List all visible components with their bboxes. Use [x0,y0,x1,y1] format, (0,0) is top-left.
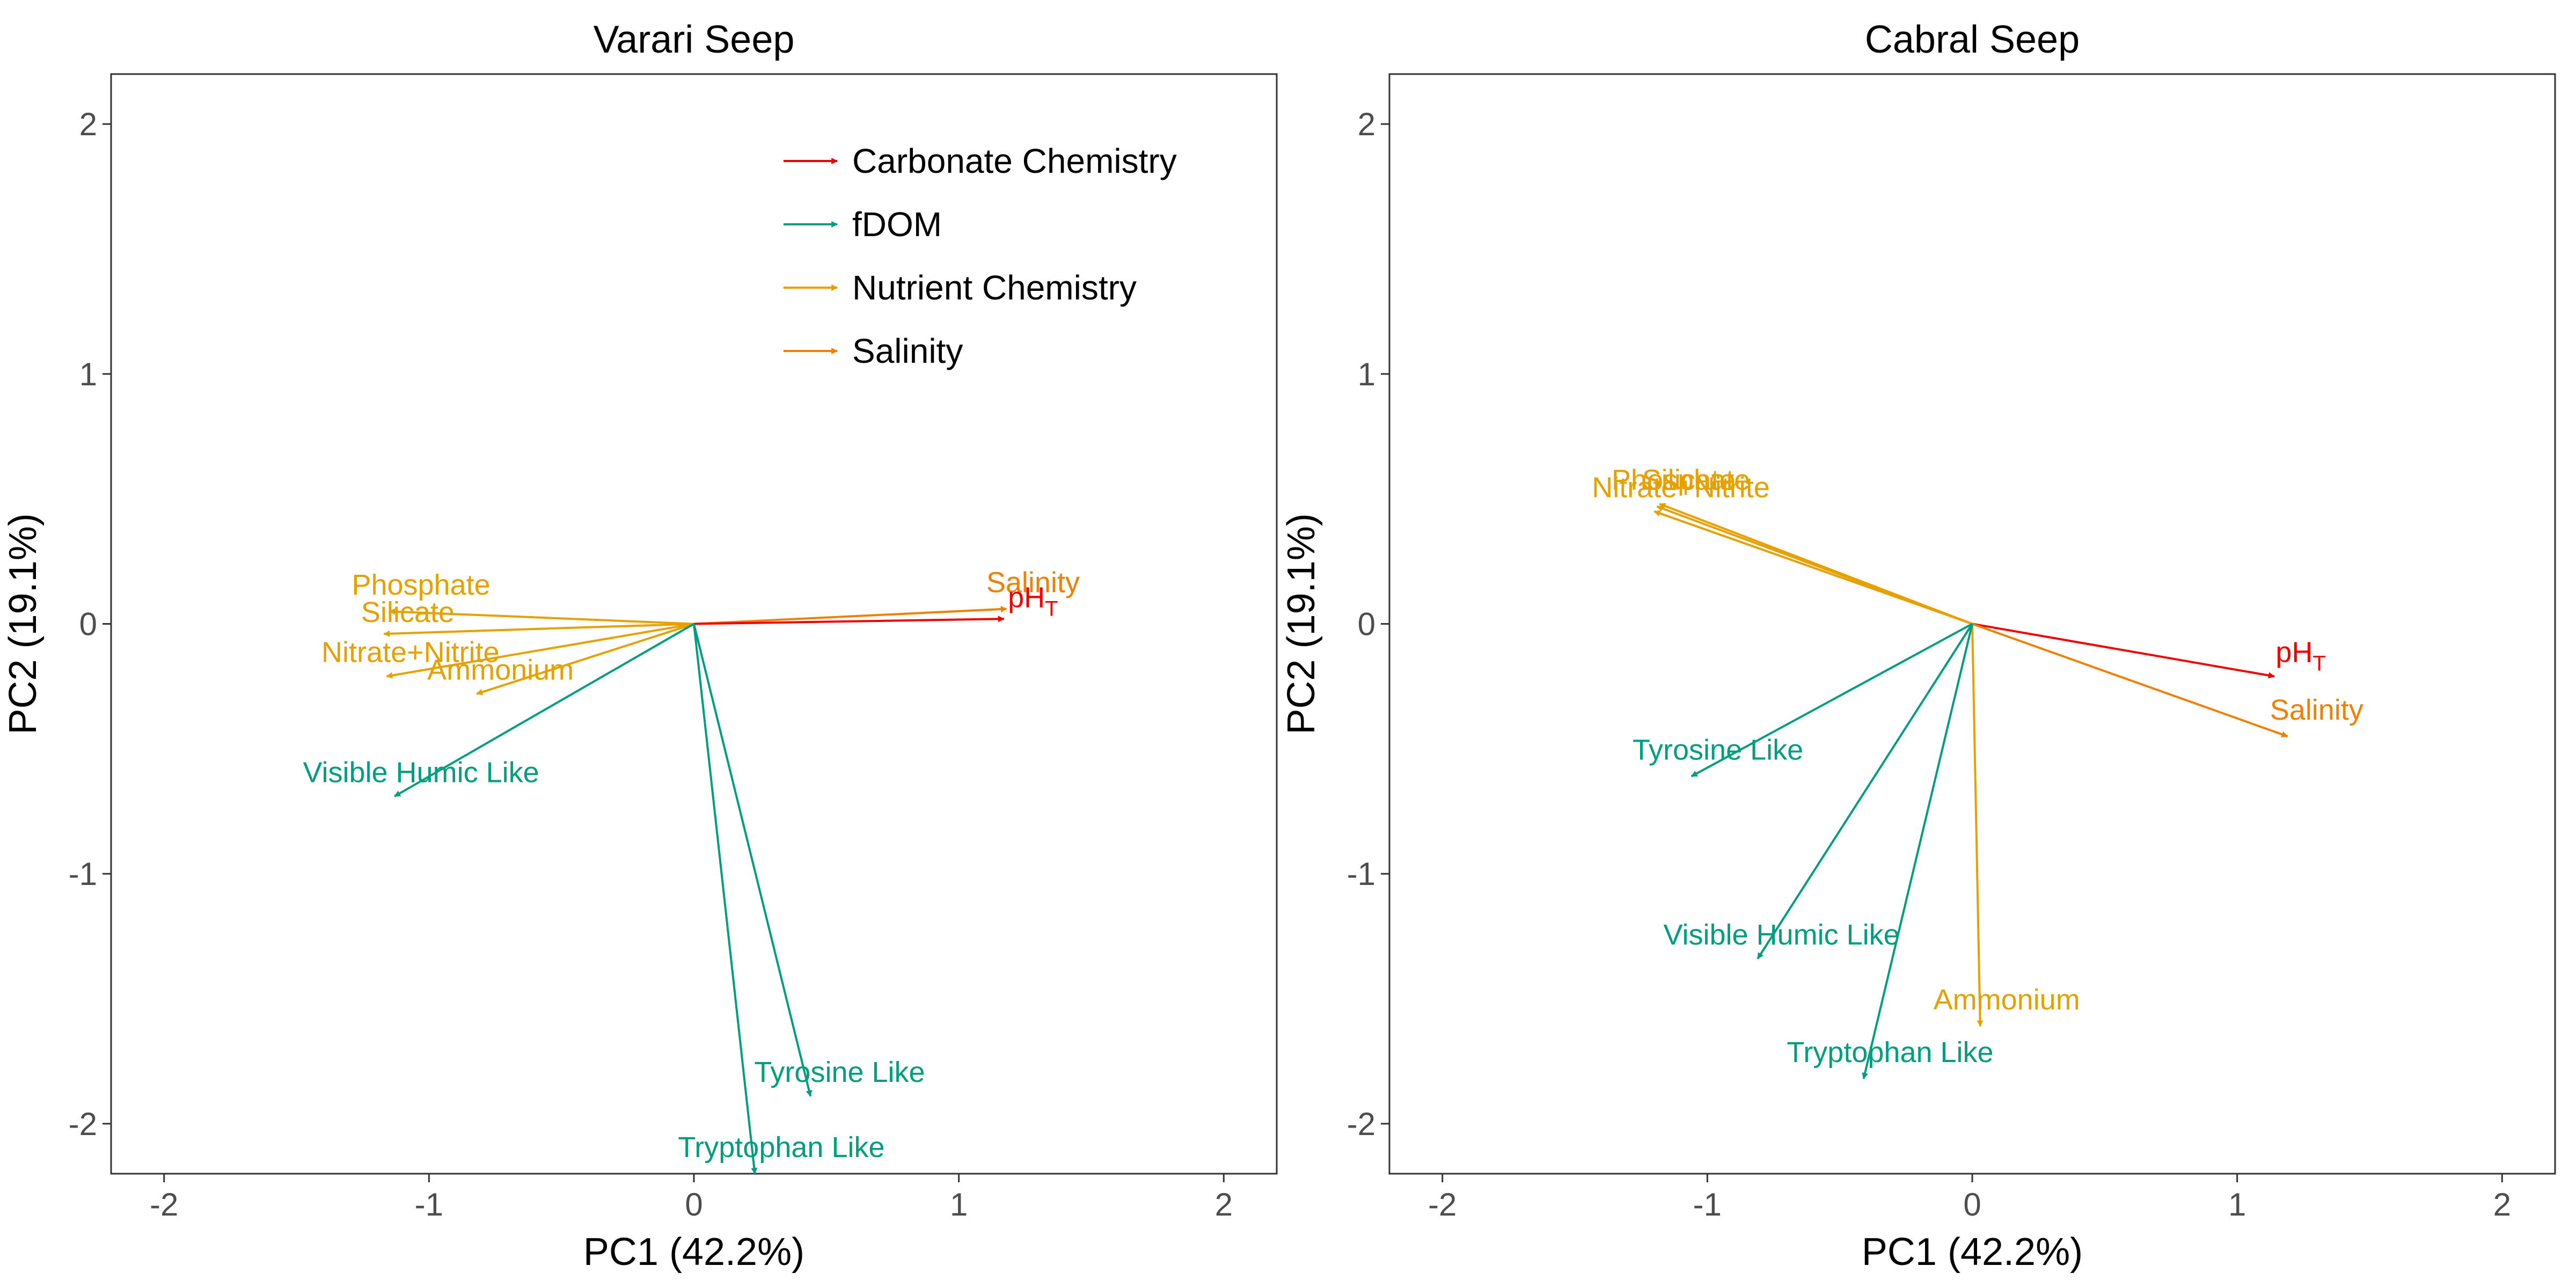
legend-label-fdom: fDOM [852,205,942,244]
cabral-y-tick-label: -1 [1347,856,1375,892]
varari-x-axis-title: PC1 (42.2%) [583,1231,804,1274]
varari-vector-salinity [693,606,1007,625]
varari-vector-visible-humic-like [394,623,694,797]
varari-vector-label-silicate: Silicate [361,596,455,628]
varari-y-tick-label: 0 [79,606,97,642]
cabral-x-tick-label: -2 [1428,1187,1457,1223]
varari-vector-label-nitrate-nitrite: Nitrate+Nitrite [321,636,500,669]
cabral-vector-label-tryptophan-like: Tryptophan Like [1787,1036,1993,1069]
cabral-x-tick-label: 2 [2493,1187,2511,1223]
cabral-x-axis-title: PC1 (42.2%) [1862,1231,2083,1274]
cabral-vector-silicate [1659,503,1973,625]
cabral-y-axis-title: PC2 (19.1%) [1280,513,1323,734]
varari-vector-label-ammonium: Ammonium [427,654,574,686]
cabral-panel-title: Cabral Seep [1865,18,2080,61]
varari-vector-nitrate-nitrite [386,623,694,679]
varari-panel-title: Varari Seep [594,18,795,61]
cabral-vector-label-nitrate-nitrite: Nitrate+Nitrite [1592,471,1770,503]
varari-vector-label-ph: pHT [1008,581,1058,620]
cabral-vector-label-silicate: Silicate [1642,464,1736,496]
cabral-y-tick-label: 1 [1358,356,1375,392]
varari-vector-label-salinity: Salinity [986,566,1080,598]
varari-y-tick-label: 2 [79,106,97,142]
cabral-vector-label-phosphate: Phosphate [1612,464,1750,496]
varari-x-tick-label: -1 [415,1187,443,1223]
varari-x-tick-label: 2 [1215,1187,1233,1223]
cabral-y-tick-label: 2 [1358,106,1375,142]
cabral-vector-nitrate-nitrite [1653,510,1973,625]
cabral-panel: Cabral Seep -2 -1 0 1 2 -2 -1 0 1 2 PC1 (42.2%) PC2 … [1280,18,2556,1274]
cabral-vector-label-visible-humic-like: Visible Humic Like [1663,919,1899,951]
cabral-vector-label-salinity: Salinity [2270,694,2363,726]
varari-vector-phosphate [389,608,694,625]
cabral-vector-tyrosine-like [1690,623,1973,778]
varari-vector-ph [693,616,1005,625]
varari-x-tick-label: 1 [950,1187,968,1223]
legend-label-salinity: Salinity [852,332,963,370]
cabral-x-tick-label: 0 [1963,1187,1981,1223]
legend-label-carbonate-chemistry: Carbonate Chemistry [852,142,1177,180]
varari-vector-tyrosine-like [693,624,813,1097]
varari-vector-label-tyrosine-like: Tyrosine Like [754,1056,925,1088]
cabral-y-tick-label: 0 [1358,606,1375,642]
cabral-vector-ph [1972,623,2275,679]
cabral-vector-tryptophan-like [1862,624,1973,1080]
varari-x-tick-label: -2 [150,1187,178,1223]
varari-vector-label-phosphate: Phosphate [352,569,490,601]
cabral-x-tick-label: 1 [2228,1187,2246,1223]
cabral-vector-salinity [1972,623,2288,738]
varari-y-axis-title: PC2 (19.1%) [2,513,45,734]
cabral-vector-label-ammonium: Ammonium [1934,984,2080,1016]
varari-y-tick-label: 1 [79,356,97,392]
varari-x-tick-label: 0 [685,1187,702,1223]
cabral-vector-label-tyrosine-like: Tyrosine Like [1633,734,1803,766]
cabral-vector-ammonium [1971,624,1984,1027]
cabral-y-tick-label: -2 [1347,1106,1375,1142]
varari-panel: Varari Seep -2 -1 0 1 2 -2 -1 0 1 2 PC1 (42.2%) PC2 … [2,18,1278,1274]
varari-vector-tryptophan-like [693,624,758,1175]
legend-label-nutrient-chemistry: Nutrient Chemistry [852,268,1137,307]
varari-y-tick-label: -1 [69,856,97,892]
cabral-vector-label-ph: pHT [2275,636,2325,676]
varari-vector-label-visible-humic-like: Visible Humic Like [303,756,539,788]
varari-vector-label-tryptophan-like: Tryptophan Like [678,1131,884,1163]
varari-vector-ammonium [476,623,694,696]
varari-y-tick-label: -2 [69,1106,97,1142]
cabral-vector-visible-humic-like [1757,623,1973,960]
legend: Carbonate Chemistry fDOM Nutrient Chemistr… [784,142,1177,370]
varari-vector-silicate [383,623,694,637]
cabral-x-tick-label: -1 [1693,1187,1722,1223]
panels: Varari Seep -2 -1 0 1 2 -2 -1 0 1 2 PC1 (42.2%) PC2 … [2,18,2556,1274]
